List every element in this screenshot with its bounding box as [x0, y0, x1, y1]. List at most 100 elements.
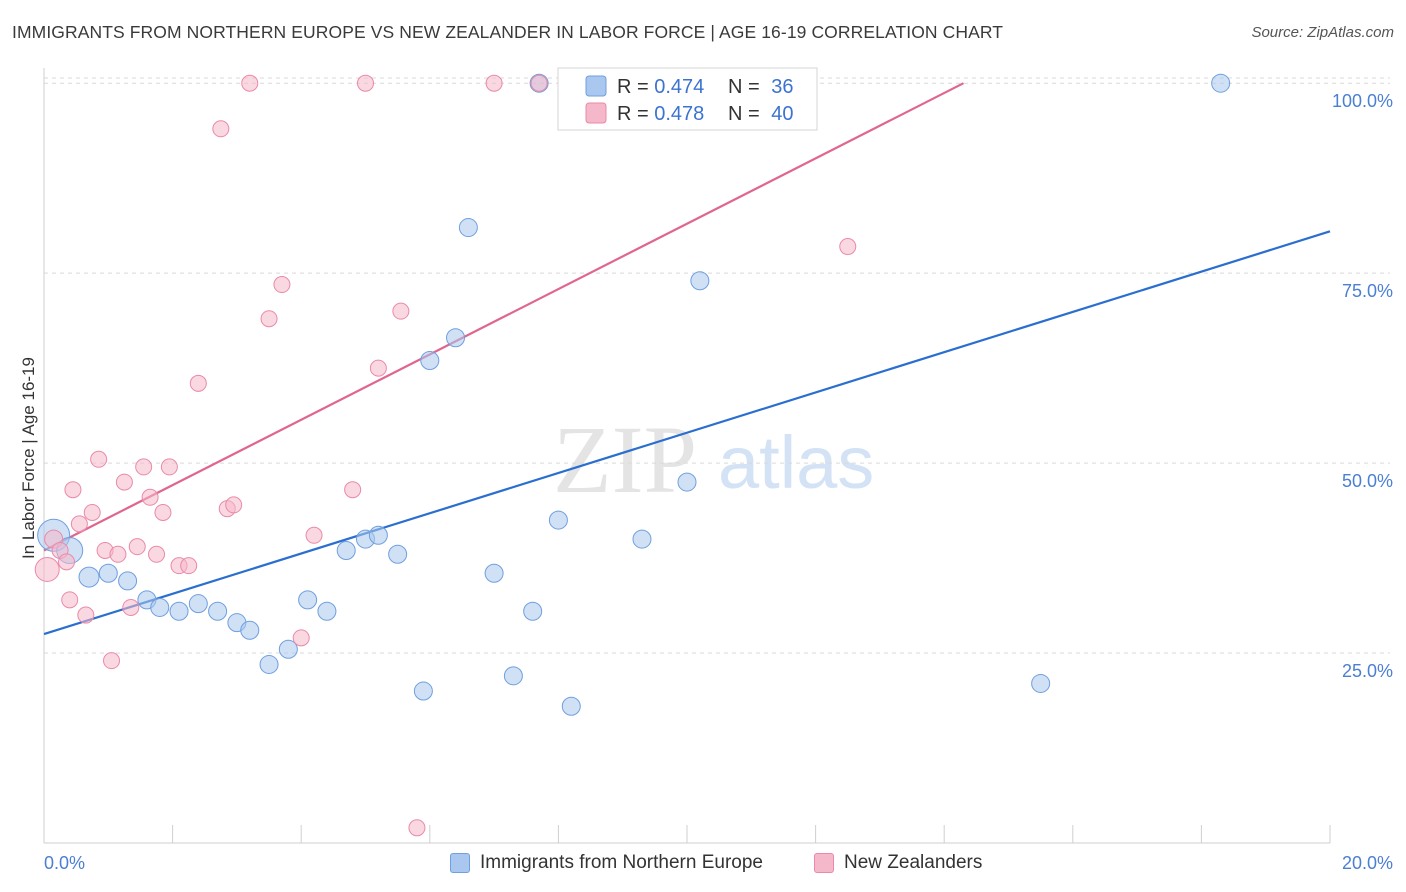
blue-data-point [503, 666, 523, 686]
legend-n-value: 40 [771, 103, 793, 125]
pink-data-point [34, 556, 60, 582]
y-tick-label: 75.0% [1342, 281, 1393, 301]
blue-data-point [278, 639, 298, 659]
blue-data-point [446, 328, 466, 348]
pink-data-point [260, 310, 278, 328]
data-points [34, 73, 1231, 837]
pink-data-point [273, 276, 291, 294]
legend-swatch-blue [450, 853, 470, 873]
blue-data-point [368, 525, 388, 545]
pink-data-point [160, 458, 178, 476]
pink-data-point [225, 496, 243, 514]
blue-data-point [336, 540, 356, 560]
blue-data-point [98, 563, 118, 583]
blue-data-point [259, 654, 279, 674]
pink-data-point [241, 74, 259, 92]
watermark-zip: ZIP [553, 406, 697, 513]
pink-data-point [212, 120, 230, 138]
x-tick-label: 20.0% [1342, 853, 1393, 873]
legend-swatch-pink [814, 853, 834, 873]
pink-data-point [839, 238, 857, 256]
pink-data-point [344, 481, 362, 499]
blue-data-point [1031, 673, 1051, 693]
legend-item-blue: Immigrants from Northern Europe [450, 852, 763, 874]
axes: 25.0% 50.0% 75.0% 100.0% 0.0% 20.0% [43, 68, 1393, 873]
pink-data-point [109, 545, 127, 563]
pink-data-point [369, 359, 387, 377]
pink-data-point [154, 503, 172, 521]
blue-data-point [484, 563, 504, 583]
y-axis-label: In Labor Force | Age 16-19 [19, 357, 38, 559]
blue-data-point [420, 351, 440, 371]
pink-data-point [90, 450, 108, 468]
pink-data-point [530, 74, 548, 92]
blue-data-point [523, 601, 543, 621]
chart-title: IMMIGRANTS FROM NORTHERN EUROPE VS NEW Z… [12, 22, 1004, 42]
pink-data-point [103, 652, 121, 670]
pink-data-point [115, 473, 133, 491]
svg-text:N = 36: N = 36 [728, 76, 794, 98]
blue-data-point [413, 681, 433, 701]
legend-item-pink: New Zealanders [814, 852, 982, 874]
svg-text:R = 0.478: R = 0.478 [617, 103, 704, 125]
blue-data-point [548, 510, 568, 530]
blue-data-point [690, 271, 710, 291]
blue-data-point [388, 544, 408, 564]
pink-data-point [189, 374, 207, 392]
blue-data-point [317, 601, 337, 621]
pink-data-point [61, 591, 79, 609]
legend-n-label: N = [728, 76, 765, 98]
stats-legend: R = 0.474 N = 36 R = 0.478 N = 40 [557, 67, 818, 131]
blue-data-point [78, 566, 100, 588]
x-tick-label: 0.0% [44, 853, 85, 873]
legend-r-label: R = [617, 103, 654, 125]
legend-n-value: 36 [771, 76, 793, 98]
blue-data-point [240, 620, 260, 640]
grid-lines [44, 77, 1390, 654]
legend-swatch-pink [585, 102, 607, 124]
legend-swatch-blue [585, 75, 607, 97]
y-tick-label: 100.0% [1332, 91, 1393, 111]
legend-label-blue: Immigrants from Northern Europe [480, 852, 763, 873]
legend-n-label: N = [728, 103, 765, 125]
blue-data-point [208, 601, 228, 621]
blue-data-point [1211, 73, 1231, 93]
pink-data-point [357, 74, 374, 92]
pink-data-point [485, 74, 503, 92]
blue-trend-line [43, 230, 1331, 636]
source-label: Source: ZipAtlas.com [1251, 24, 1394, 41]
blue-data-point [188, 594, 208, 614]
legend-label-pink: New Zealanders [844, 852, 983, 873]
blue-data-point [677, 472, 697, 492]
blue-data-point [298, 590, 318, 610]
blue-data-point [150, 597, 170, 617]
blue-data-point [458, 218, 478, 238]
svg-text:R = 0.474: R = 0.474 [617, 76, 704, 98]
pink-data-point [77, 606, 95, 624]
legend-r-label: R = [617, 76, 654, 98]
pink-data-point [180, 557, 198, 575]
pink-data-point [392, 302, 410, 320]
legend-r-value: 0.474 [654, 76, 704, 98]
watermark-atlas: atlas [718, 421, 874, 504]
trend-lines [43, 82, 1331, 636]
pink-data-point [141, 488, 159, 506]
blue-data-point [118, 571, 138, 591]
y-tick-label: 25.0% [1342, 661, 1393, 681]
pink-data-point [135, 458, 153, 476]
blue-data-point [169, 601, 189, 621]
pink-data-point [408, 819, 426, 837]
pink-data-point [58, 553, 76, 571]
pink-data-point [64, 481, 82, 499]
legend-r-value: 0.478 [654, 103, 704, 125]
pink-data-point [128, 538, 146, 556]
blue-data-point [632, 529, 652, 549]
blue-data-point [561, 696, 581, 716]
pink-trend-line [43, 82, 964, 552]
svg-text:N = 40: N = 40 [728, 103, 794, 125]
pink-data-point [70, 515, 88, 533]
pink-data-point [148, 545, 166, 563]
pink-data-point [122, 598, 140, 616]
y-tick-label: 50.0% [1342, 471, 1393, 491]
pink-data-point [292, 629, 310, 647]
